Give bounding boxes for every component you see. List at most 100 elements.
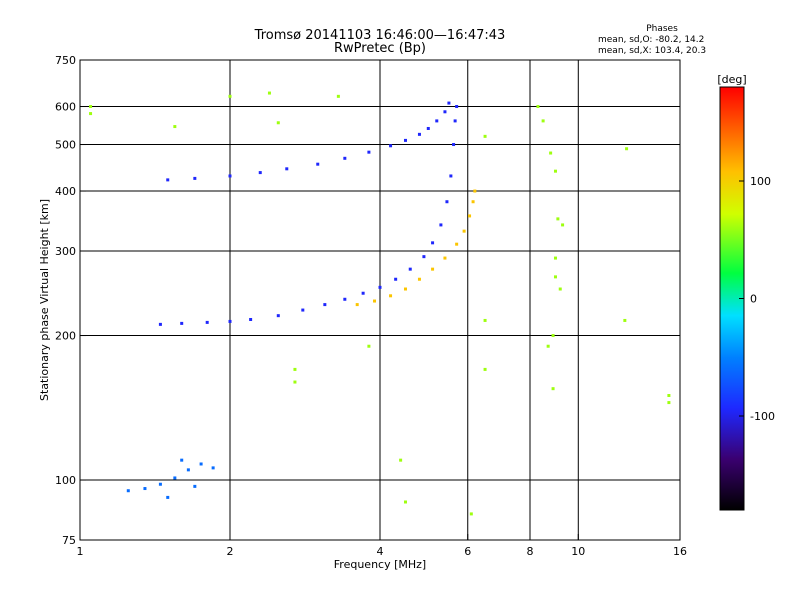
data-point	[389, 144, 393, 148]
data-point	[468, 214, 472, 218]
data-point	[483, 134, 487, 138]
data-point	[378, 285, 382, 289]
data-point	[452, 143, 456, 147]
data-points	[89, 91, 671, 516]
data-point	[173, 476, 177, 480]
data-point	[455, 242, 459, 246]
chart-title: Tromsø 20141103 16:46:00—16:47:43	[254, 28, 506, 43]
data-point	[439, 223, 443, 227]
data-point	[443, 110, 447, 114]
x-tick-label: 16	[673, 545, 687, 558]
data-point	[449, 174, 453, 178]
data-point	[453, 119, 457, 123]
data-point	[228, 94, 232, 98]
x-tick-label: 8	[527, 545, 534, 558]
data-point	[276, 121, 280, 125]
data-point	[389, 294, 393, 298]
x-tick-label: 2	[227, 545, 234, 558]
data-point	[399, 458, 403, 462]
plot-frame	[79, 59, 681, 541]
data-point	[158, 482, 162, 486]
data-point	[211, 466, 215, 470]
colorbar-label: [deg]	[717, 73, 746, 86]
x-tick-label: 10	[571, 545, 585, 558]
data-point	[367, 344, 371, 348]
data-point	[343, 156, 347, 160]
x-tick-label: 1	[77, 545, 84, 558]
y-tick-label: 750	[55, 54, 76, 67]
data-point	[553, 256, 557, 260]
data-point	[258, 171, 262, 175]
data-point	[336, 94, 340, 98]
data-point	[199, 462, 203, 466]
data-point	[435, 119, 439, 123]
data-point	[422, 255, 426, 259]
data-point	[551, 334, 555, 338]
axes: 1 2 4 6 8 10 16 75 100 200 300 400 500 600 750 Frequenc…	[38, 54, 687, 571]
grid-lines	[80, 60, 680, 540]
data-point	[166, 178, 170, 182]
data-point	[180, 458, 184, 462]
data-point	[431, 267, 435, 271]
data-point	[483, 318, 487, 322]
data-point	[541, 119, 545, 123]
data-point	[536, 105, 540, 109]
colorbar-tick-label: -100	[750, 410, 775, 423]
data-point	[180, 321, 184, 325]
data-point	[558, 287, 562, 291]
data-point	[173, 125, 177, 129]
data-point	[549, 151, 553, 155]
data-point	[469, 512, 473, 516]
data-point	[316, 162, 320, 166]
y-tick-label: 500	[55, 139, 76, 152]
chart-subtitle: RwPretec (Bp)	[333, 41, 427, 56]
data-point	[343, 297, 347, 301]
data-point	[361, 291, 365, 295]
data-point	[293, 380, 297, 384]
data-point	[473, 189, 477, 193]
data-point	[301, 308, 305, 312]
phase-info-o: mean, sd,O: -80.2, 14.2	[598, 35, 705, 45]
data-point	[417, 132, 421, 136]
y-tick-label: 100	[55, 474, 76, 487]
colorbar-tick-label: 100	[750, 175, 771, 188]
y-tick-label: 300	[55, 245, 76, 258]
data-point	[426, 126, 430, 130]
data-point	[394, 277, 398, 281]
data-point	[443, 256, 447, 260]
y-tick-label: 75	[62, 534, 76, 547]
data-point	[667, 401, 671, 405]
data-point	[193, 484, 197, 488]
colorbar-tick-label: 0	[750, 293, 757, 306]
data-point	[551, 387, 555, 391]
y-axis-title: Stationary phase Virtual Height [km]	[38, 199, 51, 401]
x-tick-label: 4	[377, 545, 384, 558]
data-point	[431, 241, 435, 245]
data-point	[471, 200, 475, 204]
data-point	[228, 174, 232, 178]
y-tick-label: 200	[55, 330, 76, 343]
data-point	[228, 319, 232, 323]
data-point	[166, 495, 170, 499]
data-point	[186, 468, 190, 472]
phase-info: Phases mean, sd,O: -80.2, 14.2 mean, sd,…	[598, 24, 706, 57]
data-point	[403, 500, 407, 504]
data-point	[403, 287, 407, 291]
y-tick-label: 600	[55, 101, 76, 114]
data-point	[355, 303, 359, 307]
data-point	[462, 229, 466, 233]
data-point	[373, 299, 377, 303]
data-point	[89, 112, 93, 116]
data-point	[267, 91, 271, 95]
x-tick-label: 6	[464, 545, 471, 558]
phase-info-title: Phases	[646, 24, 678, 34]
data-point	[553, 275, 557, 279]
data-point	[546, 344, 550, 348]
data-point	[367, 150, 371, 154]
data-point	[249, 317, 253, 321]
data-point	[205, 320, 209, 324]
data-point	[625, 147, 629, 151]
data-point	[408, 267, 412, 271]
colorbar: [deg] 100 0 -100	[717, 73, 775, 511]
data-point	[417, 277, 421, 281]
